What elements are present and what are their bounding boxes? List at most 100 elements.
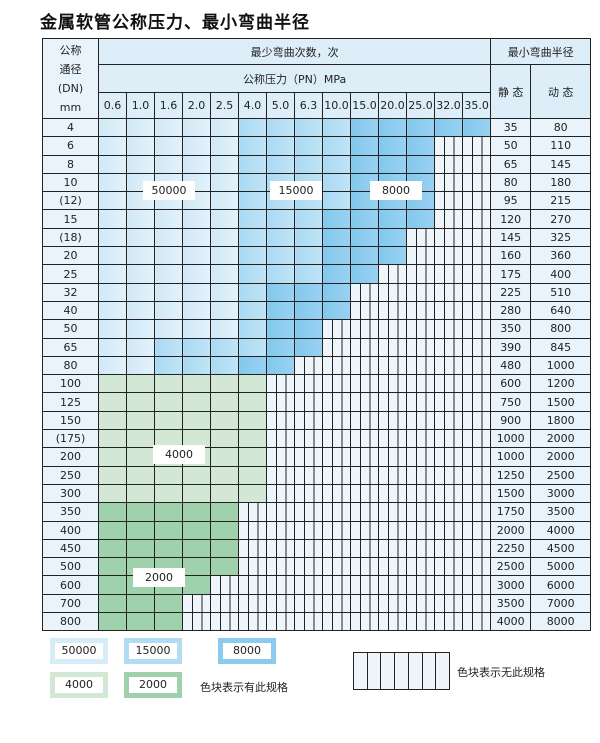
no-spec-cell <box>294 557 323 577</box>
no-spec-cell <box>210 612 239 632</box>
no-spec-cell <box>350 465 379 485</box>
spec-cell <box>378 117 407 138</box>
spec-cell <box>98 172 127 193</box>
no-spec-cell <box>461 191 492 211</box>
spec-cell <box>238 374 267 394</box>
spec-cell <box>238 264 267 284</box>
no-spec-cell <box>322 575 351 595</box>
spec-cell <box>126 300 155 321</box>
table-row: 50 350 800 <box>42 319 592 339</box>
static-radius-cell: 600 <box>490 374 532 394</box>
no-spec-cell <box>182 593 211 614</box>
spec-cell <box>294 300 323 321</box>
no-spec-cell <box>434 172 463 193</box>
spec-cell <box>126 209 155 229</box>
table-row: (12) 95 215 <box>42 191 592 211</box>
table-row: 80 480 1000 <box>42 355 592 376</box>
static-radius-cell: 2500 <box>490 557 532 577</box>
spec-cell <box>210 246 239 266</box>
static-radius-cell: 280 <box>490 300 532 321</box>
spec-cell <box>350 264 379 284</box>
legend-label: 8000 <box>223 643 271 659</box>
spec-cell <box>182 538 211 559</box>
spec-cell <box>350 136 379 156</box>
pressure-col-header: 4.0 <box>238 92 267 119</box>
no-spec-cell <box>238 575 267 595</box>
static-radius-cell: 1750 <box>490 502 532 522</box>
no-spec-cell <box>406 465 435 485</box>
no-spec-cell <box>406 337 435 357</box>
spec-cell <box>126 136 155 156</box>
spec-cell <box>210 429 239 449</box>
spec-cell <box>182 355 211 376</box>
spec-cell <box>98 575 127 595</box>
no-spec-cell <box>266 483 295 504</box>
no-spec-cell <box>378 429 407 449</box>
spec-cell <box>210 209 239 229</box>
pressure-col-header: 6.3 <box>294 92 323 119</box>
no-spec-cell <box>378 282 407 302</box>
no-spec-cell <box>238 538 267 559</box>
no-spec-cell <box>266 593 295 614</box>
no-spec-cell <box>434 246 463 266</box>
no-spec-cell <box>461 392 492 412</box>
no-spec-cell <box>322 612 351 632</box>
spec-cell <box>238 154 267 174</box>
no-spec-cell <box>434 575 463 595</box>
pressure-col-header: 5.0 <box>266 92 295 119</box>
no-spec-cell <box>322 593 351 614</box>
spec-cell <box>98 117 127 138</box>
spec-cell <box>210 557 239 577</box>
spec-cell <box>98 209 127 229</box>
spec-cell <box>378 136 407 156</box>
spec-cell <box>266 264 295 284</box>
spec-cell <box>154 374 183 394</box>
spec-cell <box>322 136 351 156</box>
no-spec-cell <box>294 575 323 595</box>
legend-8000: 8000 <box>218 638 276 664</box>
no-spec-cell <box>322 337 351 357</box>
dn-cell: 40 <box>42 300 99 321</box>
spec-cell <box>238 447 267 467</box>
no-spec-cell <box>266 612 295 632</box>
spec-cell <box>154 483 183 504</box>
no-spec-cell <box>406 447 435 467</box>
spec-cell <box>266 154 295 174</box>
spec-cell <box>98 465 127 485</box>
no-spec-cell <box>434 447 463 467</box>
no-spec-cell <box>461 136 492 156</box>
legend-4000: 4000 <box>50 672 108 698</box>
no-spec-cell <box>350 575 379 595</box>
spec-cell <box>350 117 379 138</box>
dn-cell: 80 <box>42 355 99 376</box>
no-spec-cell <box>322 374 351 394</box>
spec-cell <box>154 209 183 229</box>
spec-cell <box>294 227 323 248</box>
spec-cell <box>322 282 351 302</box>
spec-cell <box>126 117 155 138</box>
no-spec-cell <box>406 520 435 540</box>
no-spec-cell <box>461 209 492 229</box>
no-spec-cell <box>322 520 351 540</box>
dynamic-radius-cell: 270 <box>530 209 592 229</box>
spec-cell <box>98 374 127 394</box>
spec-cell <box>210 465 239 485</box>
no-spec-cell <box>434 355 463 376</box>
no-spec-cell <box>350 429 379 449</box>
dn-cell: (12) <box>42 191 99 211</box>
no-spec-cell <box>322 538 351 559</box>
no-spec-cell <box>266 447 295 467</box>
no-spec-cell <box>350 447 379 467</box>
no-spec-cell <box>406 374 435 394</box>
static-radius-cell: 390 <box>490 337 532 357</box>
no-spec-cell <box>378 355 407 376</box>
no-spec-cell <box>434 136 463 156</box>
dynamic-radius-cell: 845 <box>530 337 592 357</box>
no-spec-cell <box>378 337 407 357</box>
no-spec-cell <box>461 483 492 504</box>
spec-cell <box>182 557 211 577</box>
no-spec-cell <box>378 447 407 467</box>
no-spec-cell <box>350 392 379 412</box>
spec-cell <box>210 355 239 376</box>
spec-cell <box>154 410 183 431</box>
